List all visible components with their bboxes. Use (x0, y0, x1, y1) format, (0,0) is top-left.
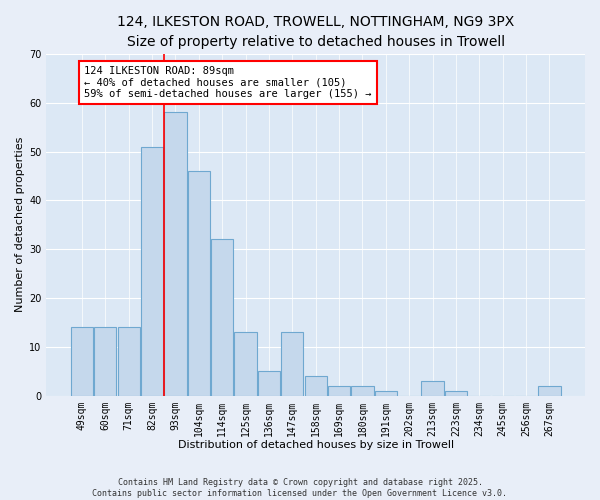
Bar (421, 381, 443, 396)
Bar (141, 146, 163, 396)
Bar (538, 386, 560, 396)
Bar (328, 386, 350, 396)
Bar (281, 332, 304, 396)
Bar (445, 391, 467, 396)
Bar (258, 372, 280, 396)
Bar (164, 112, 187, 396)
Bar (94, 328, 116, 396)
Bar (375, 391, 397, 396)
Bar (118, 328, 140, 396)
Bar (305, 376, 327, 396)
Text: Contains HM Land Registry data © Crown copyright and database right 2025.
Contai: Contains HM Land Registry data © Crown c… (92, 478, 508, 498)
Bar (71, 328, 93, 396)
Bar (188, 171, 210, 396)
Title: 124, ILKESTON ROAD, TROWELL, NOTTINGHAM, NG9 3PX
Size of property relative to de: 124, ILKESTON ROAD, TROWELL, NOTTINGHAM,… (117, 15, 514, 48)
Bar (352, 386, 374, 396)
Y-axis label: Number of detached properties: Number of detached properties (15, 137, 25, 312)
Bar (235, 332, 257, 396)
X-axis label: Distribution of detached houses by size in Trowell: Distribution of detached houses by size … (178, 440, 454, 450)
Text: 124 ILKESTON ROAD: 89sqm
← 40% of detached houses are smaller (105)
59% of semi-: 124 ILKESTON ROAD: 89sqm ← 40% of detach… (84, 66, 371, 99)
Bar (211, 240, 233, 396)
